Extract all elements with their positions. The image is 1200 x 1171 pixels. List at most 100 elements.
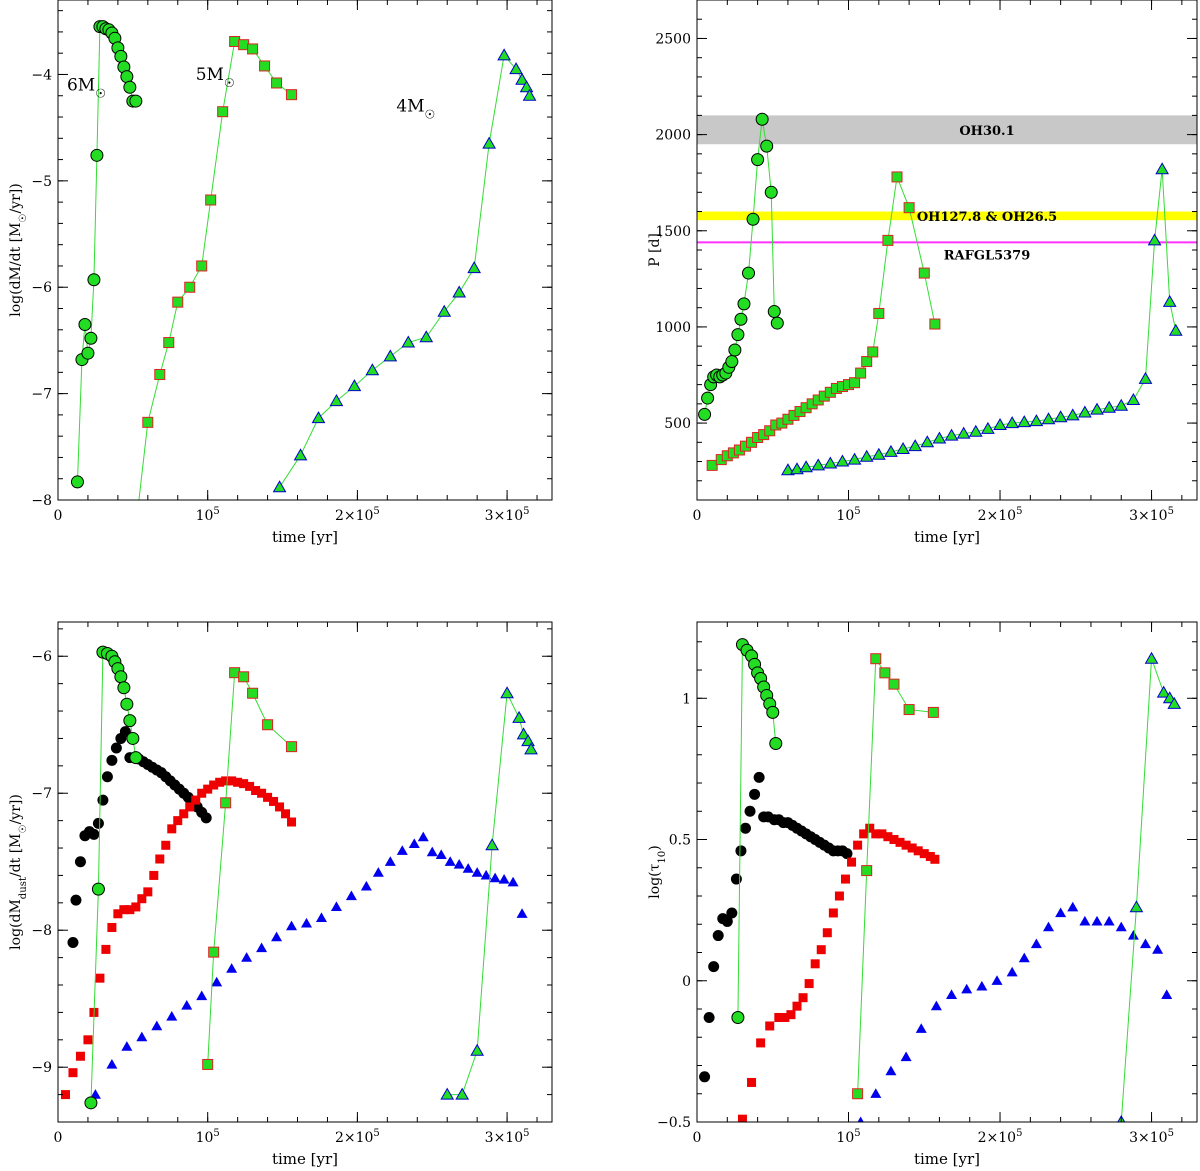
data-point [774,1012,784,1022]
data-point [981,421,995,434]
data-point [1168,323,1183,336]
data-point [1005,416,1020,429]
data-point [114,670,128,684]
data-point [87,273,101,287]
data-point [879,667,891,679]
band-label: OH127.8 & OH26.5 [917,210,1057,225]
data-point [498,874,510,884]
data-point [129,94,143,108]
data-point [269,796,279,806]
data-point [117,681,131,695]
data-point [125,905,135,915]
data-point [123,714,137,728]
data-point [895,837,905,847]
data-point [383,349,398,362]
data-point [286,89,298,101]
data-point [345,890,357,901]
x-axis-label: time [yr] [272,528,338,546]
data-point [149,870,159,880]
x-tick-label: 3×105 [485,506,530,524]
data-point [384,856,396,866]
data-point [185,802,195,812]
data-point [287,817,297,827]
data-point [462,863,474,873]
series-line [138,40,292,500]
data-point [106,754,118,766]
data-point [699,1071,711,1083]
series-3 [731,638,783,1024]
data-point [184,281,196,293]
data-point [88,828,100,840]
data-point [1156,685,1171,698]
data-point [746,212,760,226]
y-tick-label: 500 [664,416,691,432]
x-axis-label: time [yr] [914,1150,980,1168]
x-tick-label: 105 [836,1128,860,1146]
data-point [497,48,511,61]
data-point [106,1058,118,1069]
data-point [119,905,129,915]
data-point [804,979,814,989]
data-point [1152,944,1164,954]
data-point [896,442,910,455]
data-point [1162,294,1177,307]
x-axis-label: time [yr] [914,528,980,546]
data-point [208,946,220,958]
data-point [101,944,111,954]
data-point [455,1087,470,1100]
data-point [300,917,312,928]
data-point [913,846,923,856]
data-point [751,153,765,167]
data-point [930,854,940,864]
data-point [1155,162,1170,175]
data-point [1018,952,1030,963]
data-point [786,1010,796,1020]
data-point [200,812,212,824]
series-1 [706,171,941,471]
data-point [823,456,838,469]
data-point [293,448,308,461]
data-point [1043,921,1055,932]
data-point [1055,907,1067,918]
data-point [74,856,86,868]
data-point [121,1041,133,1051]
y-tick-label: −7 [31,786,52,802]
x-tick-label: 0 [693,1130,702,1146]
data-point [731,328,745,342]
data-point [903,202,915,214]
series-0 [70,20,143,489]
data-point [507,876,519,887]
data-point [437,304,452,317]
data-point [452,285,467,298]
mass-annotation: 5M☉ [196,65,235,90]
data-point [781,463,795,476]
data-point [737,297,751,311]
plot-area [70,20,537,500]
data-point [927,706,939,718]
data-point [1127,930,1139,940]
data-point [173,816,183,826]
y-tick-label: −4 [31,67,52,83]
data-point [867,346,879,358]
data-point [143,887,153,897]
data-point [271,931,283,942]
series-1 [60,776,297,1100]
data-point [113,909,123,919]
data-point [329,394,344,407]
data-point [765,1021,775,1031]
x-tick-label: 3×105 [485,1128,530,1146]
series-5 [440,686,538,1100]
data-point [1067,901,1079,912]
data-point [1006,966,1018,977]
band [697,241,1197,244]
data-point [347,379,362,392]
series-2 [781,162,1183,476]
y-tick-label: −5 [31,174,52,190]
data-point [485,838,499,851]
data-point [272,480,287,493]
data-point [123,80,137,94]
data-point [721,915,733,927]
plot-area [697,112,1197,476]
data-point [365,363,380,376]
